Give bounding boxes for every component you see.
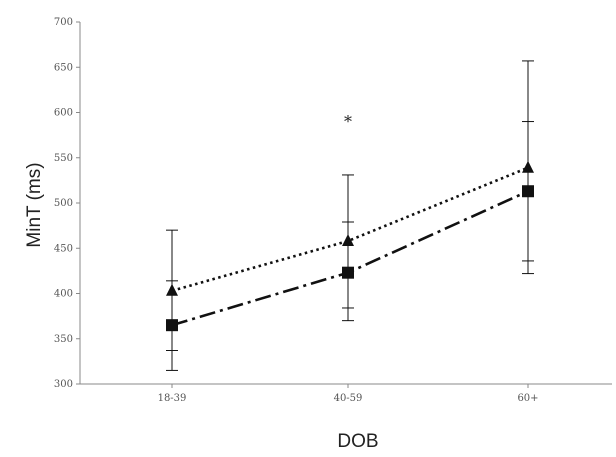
x-axis-title: DOB xyxy=(337,431,378,452)
y-tick-label: 450 xyxy=(54,243,73,254)
y-axis-title: MinT (ms) xyxy=(24,162,45,247)
y-tick-label: 300 xyxy=(54,379,73,390)
y-tick-label: 350 xyxy=(54,334,73,345)
square-marker xyxy=(166,319,178,332)
y-tick-label: 600 xyxy=(54,108,73,119)
significance-marker: * xyxy=(344,112,352,131)
axes xyxy=(76,21,612,388)
series-1 xyxy=(166,60,534,352)
x-tick-label: 18-39 xyxy=(158,393,187,404)
x-tick-label: 40-59 xyxy=(334,393,363,404)
series-line xyxy=(171,190,529,327)
y-tick-label: 500 xyxy=(54,198,73,209)
square-marker xyxy=(342,266,354,279)
x-tick-label: 60+ xyxy=(517,393,538,404)
y-tick-label: 550 xyxy=(54,153,73,164)
y-tick-label: 700 xyxy=(54,17,73,28)
square-marker xyxy=(522,185,534,198)
labels-layer: 300 350 400 450 500 550 600 650 700 18-39 40-59 60+… xyxy=(54,17,539,404)
series-layer xyxy=(166,60,534,371)
y-tick-label: 650 xyxy=(54,62,73,73)
y-tick-label: 400 xyxy=(54,289,73,300)
series-line xyxy=(171,166,529,293)
series-2 xyxy=(166,121,534,371)
